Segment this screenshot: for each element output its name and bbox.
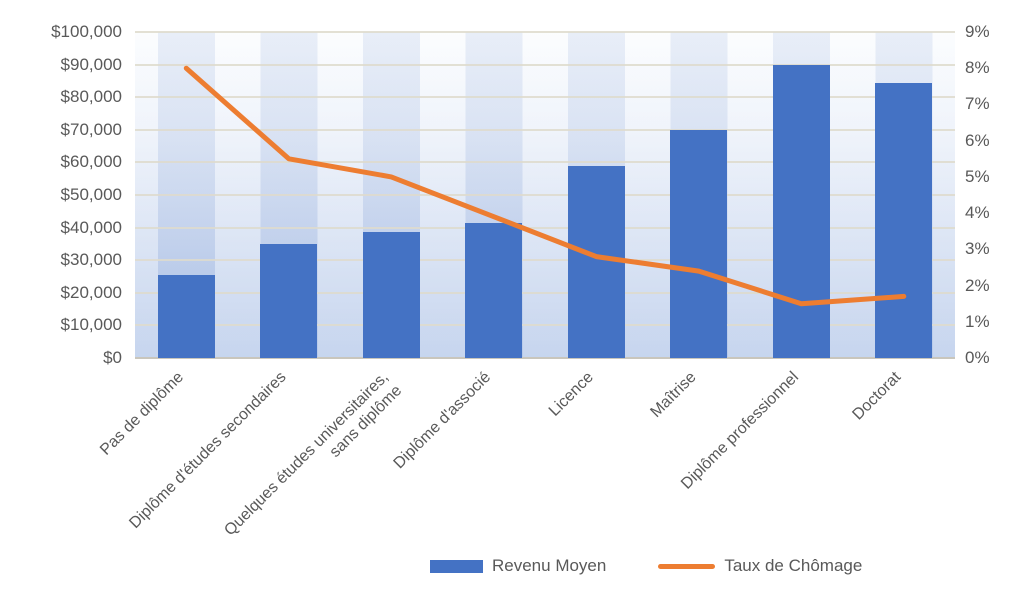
gridline [135,128,955,131]
left-axis-tick: $20,000 [60,282,122,302]
bar-diplome-d-associe [465,222,523,358]
bar-quelques-etudes-universitaires [362,232,420,358]
left-axis-tick: $40,000 [60,217,122,237]
right-axis-tick: 3% [965,239,990,259]
gridline [135,357,955,359]
gridline [135,291,955,294]
gridline [135,194,955,196]
gridline [135,324,955,327]
plot-area [135,31,955,359]
left-axis-tick: $30,000 [60,250,122,270]
x-axis-label-doctorat: Doctorat [849,368,905,424]
bar-doctorat [875,82,933,358]
legend-item-revenu-moyen: Revenu Moyen [430,556,606,576]
left-axis-tick: $50,000 [60,185,122,204]
right-axis-tick: 6% [965,130,990,150]
x-axis-label-maitrise: Maîtrise [647,368,700,421]
gridline [135,259,955,262]
x-axis-label-pas-de-diplome: Pas de diplôme [96,368,187,459]
left-axis-tick: $100,000 [51,22,122,41]
x-axis-label-diplome-professionnel: Diplôme professionnel [678,368,802,493]
right-axis-tick: 5% [965,166,990,186]
right-axis-tick: 1% [965,311,990,331]
legend-label-revenu-moyen: Revenu Moyen [492,556,607,575]
right-axis-tick: 4% [965,203,990,223]
left-axis-tick: $80,000 [60,87,122,107]
right-axis-tick: 0% [965,348,990,367]
x-axis-label-licence: Licence [545,368,597,420]
right-axis-tick: 9% [965,22,990,41]
line-series [183,65,907,307]
bar-diplome-d-etudes-secondaires [260,243,318,358]
legend-item-taux-de-chomage: Taux de Chômage [658,556,862,576]
gridline [135,96,955,99]
gridline [135,226,955,229]
gridline [135,161,955,164]
legend-label-taux-de-chomage: Taux de Chômage [724,556,863,575]
left-axis-tick: $90,000 [60,54,122,74]
legend-bar-swatch-icon [430,559,483,573]
bar-diplome-professionnel [772,64,830,358]
gridline [135,31,955,33]
left-axis-tick: $10,000 [60,315,122,335]
right-axis-tick: 7% [965,94,990,114]
bar-licence [567,165,625,358]
x-axis-label-diplome-d-associe: Diplôme d'associé [390,368,495,473]
left-axis-tick: $70,000 [60,119,122,139]
left-axis-tick: $0 [103,348,122,367]
legend: Revenu Moyen Taux de Chômage [430,556,862,576]
gridline [135,63,955,66]
right-axis-tick: 2% [965,275,990,295]
unemployment-line [183,65,907,307]
legend-line-swatch-icon [658,563,716,569]
left-axis-tick: $60,000 [60,152,122,172]
bar-pas-de-diplome [157,274,215,358]
right-axis-tick: 8% [965,58,990,78]
bar-maitrise [670,129,728,358]
